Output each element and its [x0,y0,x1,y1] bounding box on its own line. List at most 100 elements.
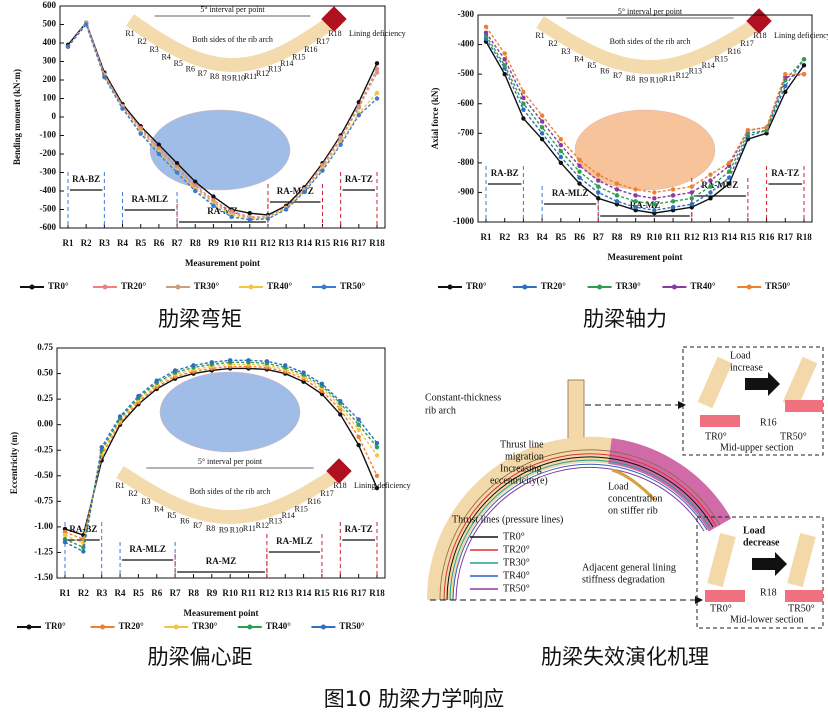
series-point [356,422,361,427]
series-point [483,30,489,35]
legend-label: TR20° [541,281,567,291]
series-line [485,26,804,194]
series-point [62,540,68,545]
region-label: RA-MZ [207,206,238,216]
series-point [652,202,657,207]
series-point [156,151,162,157]
series-point [670,193,676,198]
x-tick-label: R14 [297,238,313,248]
legend-marker [173,624,179,630]
region-label: RA-MLZ [552,188,589,198]
thrust-line [449,459,711,601]
inset-point-label: R2 [548,39,557,48]
big-arrow [752,552,787,576]
legend-label: TR30° [192,621,218,631]
x-tick-label: R8 [188,588,199,598]
series-point [745,128,751,133]
box-label: Mid-lower section [730,614,804,625]
inset-point-label: R17 [320,489,333,498]
x-tick-label: R2 [78,588,89,598]
box-label: R16 [760,417,777,428]
x-tick-label: R5 [555,232,566,242]
inset-point-label: R8 [206,524,215,533]
series-point [614,199,620,204]
series-point [338,142,343,147]
x-tick-label: R6 [151,588,162,598]
thrust-line [455,466,705,601]
region-label: RA-TZ [771,168,799,178]
x-tick-label: R9 [208,238,219,248]
series-point [670,205,676,210]
series-point [596,172,601,177]
series-point [209,360,215,365]
x-tick-label: R14 [296,588,312,598]
x-tick-label: R16 [333,588,349,598]
x-tick-label: R13 [278,238,294,248]
y-tick-label: -200 [40,148,57,158]
inset-point-label: R1 [125,29,134,38]
legend-label: TR20° [503,544,530,555]
inset-point-label: R1 [115,481,124,490]
inset-point-label: R11 [244,72,257,81]
inset-point-label: R16 [307,497,320,506]
x-tick-label: R3 [99,238,110,248]
region-label: RA-TZ [345,174,373,184]
series-point [596,196,601,201]
series-point [211,194,216,199]
inset-point-label: R7 [193,521,202,530]
legend-marker [746,284,752,290]
disc [149,109,291,191]
series-point [539,131,545,136]
series-point [577,175,582,180]
inset-point-label: R13 [268,65,281,74]
legend-label: TR50° [765,281,791,291]
arrow-head [695,596,703,604]
big-arrow [745,372,780,396]
region-label: RA-TZ [345,524,373,534]
inset-point-label: R6 [180,517,189,526]
x-tick-label: R4 [115,588,126,598]
thrust-line [452,463,708,601]
series-point [374,70,380,75]
series-point [483,24,489,30]
inset-point-label: R2 [128,489,137,498]
series-point [374,66,380,72]
series-point [521,116,526,121]
diagram-label: on stiffer rib [608,505,658,516]
legend-label: TR0° [45,621,66,631]
x-tick-label: R4 [117,238,128,248]
legend-marker [100,624,106,630]
plot-frame [56,347,386,579]
series-point [338,412,343,417]
y-tick-label: 300 [43,56,57,66]
y-tick-label: -700 [458,127,475,137]
x-tick-label: R17 [351,588,367,598]
y-tick-label: 500 [43,19,57,29]
series-point [83,22,89,27]
inset-point-label: R13 [689,67,702,76]
series-point [227,358,233,363]
inset-point-label: R12 [256,69,269,78]
inset-point-label: R18 [753,31,766,40]
x-tick-label: R18 [369,588,385,598]
inset-arch [126,14,339,73]
series-line [64,367,378,536]
inset-point-label: R13 [269,517,282,526]
diagram-art [426,346,824,629]
legend-label: TR40° [267,281,293,291]
inset-point-label: R15 [295,505,308,514]
x-tick-label: R9 [630,232,641,242]
series-point [172,368,178,373]
series-point [65,44,71,49]
inset-point-label: R10 [230,526,243,535]
series-point [539,125,545,130]
figure-caption: 图10 肋梁力学响应 [324,687,504,711]
box-label: Mid-upper section [720,442,794,453]
series-point [374,485,380,491]
y-tick-label: 0.75 [37,342,53,352]
series-point [801,71,807,77]
series-point [283,363,288,368]
series-point [356,100,362,105]
legend-label: TR20° [119,621,145,631]
x-tick-label: R17 [778,232,794,242]
